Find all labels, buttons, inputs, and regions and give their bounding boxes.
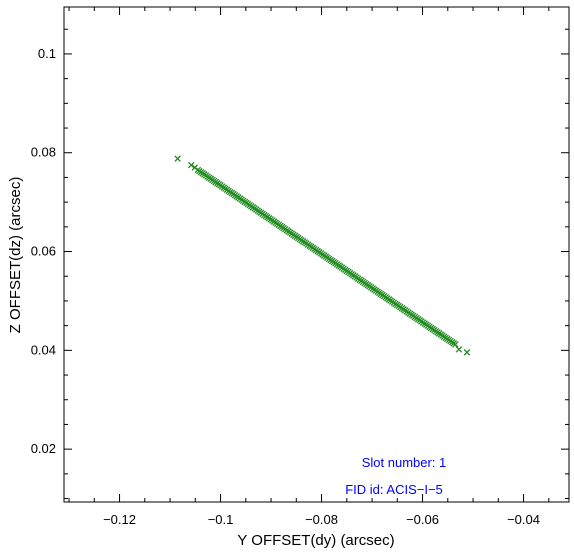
x-tick-label: −0.06	[406, 512, 439, 527]
y-tick-label: 0.04	[31, 342, 56, 357]
data-point	[455, 346, 463, 353]
y-tick-label: 0.1	[38, 46, 56, 61]
x-axis-title: Y OFFSET(dy) (arcsec)	[237, 532, 394, 549]
y-tick-label: 0.08	[31, 145, 56, 160]
x-tick-labels: −0.12 −0.1 −0.08 −0.06 −0.04	[103, 512, 540, 527]
axis-ticks	[64, 7, 569, 502]
data-points	[174, 155, 471, 356]
y-tick-label: 0.06	[31, 244, 56, 259]
data-point	[188, 161, 195, 169]
x-tick-label: −0.1	[208, 512, 234, 527]
data-point	[174, 155, 181, 162]
plot-frame	[63, 6, 570, 503]
data-point	[463, 349, 471, 356]
data-point	[452, 341, 459, 348]
x-tick-label: −0.12	[103, 512, 136, 527]
slot-number-annotation: Slot number: 1	[362, 455, 447, 470]
y-axis-title: Z OFFSET(dz) (arcsec)	[7, 177, 24, 334]
fid-id-annotation: FID id: ACIS−I−5	[345, 482, 443, 497]
x-tick-label: −0.08	[305, 512, 338, 527]
x-tick-label: −0.04	[507, 512, 540, 527]
y-tick-labels: 0.02 0.04 0.06 0.08 0.1	[31, 46, 56, 456]
data-point	[191, 164, 199, 171]
y-tick-label: 0.02	[31, 441, 56, 456]
